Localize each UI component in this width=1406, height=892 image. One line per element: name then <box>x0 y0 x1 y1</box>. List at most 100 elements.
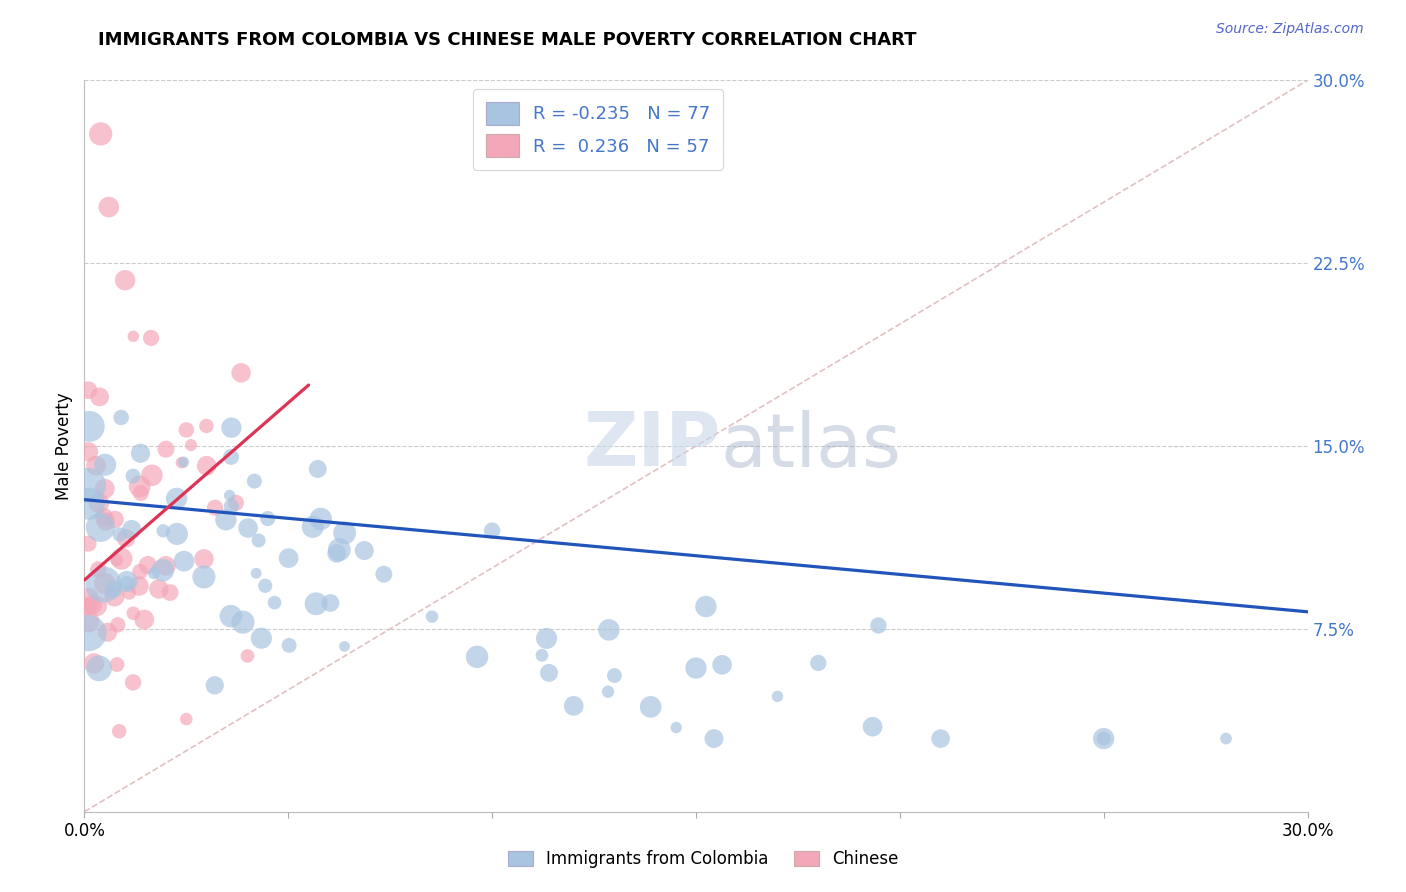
Point <box>107 618 129 632</box>
Point <box>93 482 115 496</box>
Point <box>1215 731 1237 746</box>
Y-axis label: Male Poverty: Male Poverty <box>55 392 73 500</box>
Point <box>142 566 165 581</box>
Point <box>103 582 125 597</box>
Point <box>250 631 273 645</box>
Text: ZIP: ZIP <box>583 409 720 483</box>
Point <box>277 551 299 566</box>
Point <box>128 579 150 593</box>
Point <box>94 576 117 591</box>
Point <box>232 615 254 630</box>
Point <box>155 558 177 573</box>
Point <box>105 657 128 672</box>
Point <box>90 127 112 141</box>
Point <box>166 491 188 506</box>
Point <box>77 599 100 614</box>
Point <box>325 546 347 560</box>
Point <box>1092 731 1115 746</box>
Point <box>598 623 620 637</box>
Point <box>110 551 132 566</box>
Point <box>77 478 100 492</box>
Point <box>685 661 707 675</box>
Point <box>807 656 830 670</box>
Point <box>562 698 585 713</box>
Legend: Immigrants from Colombia, Chinese: Immigrants from Colombia, Chinese <box>501 844 905 875</box>
Point <box>465 649 488 664</box>
Point <box>93 577 115 591</box>
Text: Source: ZipAtlas.com: Source: ZipAtlas.com <box>1216 22 1364 37</box>
Point <box>77 536 100 550</box>
Point <box>536 632 558 646</box>
Point <box>868 618 890 632</box>
Point <box>87 661 110 675</box>
Point <box>640 699 662 714</box>
Point <box>83 657 105 671</box>
Point <box>243 474 266 488</box>
Point <box>94 515 117 529</box>
Point <box>229 366 252 380</box>
Point <box>103 590 125 604</box>
Point <box>929 731 952 746</box>
Point <box>420 609 443 624</box>
Point <box>219 609 242 624</box>
Point <box>87 562 110 576</box>
Point <box>195 419 218 434</box>
Point <box>193 570 215 584</box>
Point <box>82 598 104 612</box>
Point <box>256 511 278 525</box>
Legend: R = -0.235   N = 77, R =  0.236   N = 57: R = -0.235 N = 77, R = 0.236 N = 57 <box>474 89 723 170</box>
Point <box>152 524 174 538</box>
Point <box>193 552 215 566</box>
Point <box>129 486 152 500</box>
Point <box>333 640 356 654</box>
Point <box>115 574 138 589</box>
Point <box>204 500 226 515</box>
Point <box>77 497 100 511</box>
Point <box>1092 731 1115 746</box>
Point <box>254 579 277 593</box>
Point <box>89 390 111 404</box>
Point <box>77 383 100 397</box>
Point <box>122 607 145 621</box>
Point <box>218 488 240 502</box>
Point <box>309 512 332 526</box>
Point <box>225 496 247 510</box>
Point <box>195 458 218 473</box>
Point <box>110 410 132 425</box>
Point <box>104 512 127 526</box>
Point <box>159 585 181 599</box>
Point <box>530 648 553 663</box>
Point <box>278 639 301 653</box>
Text: IMMIGRANTS FROM COLOMBIA VS CHINESE MALE POVERTY CORRELATION CHART: IMMIGRANTS FROM COLOMBIA VS CHINESE MALE… <box>98 31 917 49</box>
Point <box>94 458 117 472</box>
Point <box>180 438 202 452</box>
Point <box>77 599 100 614</box>
Point <box>152 563 174 577</box>
Point <box>373 567 395 582</box>
Point <box>139 331 162 345</box>
Point <box>695 599 717 614</box>
Point <box>221 420 243 434</box>
Point <box>128 479 150 493</box>
Point <box>129 446 152 460</box>
Point <box>89 520 111 534</box>
Point <box>247 533 270 548</box>
Point <box>148 582 170 596</box>
Point <box>174 423 197 437</box>
Point <box>173 554 195 568</box>
Point <box>219 450 242 464</box>
Point <box>134 613 156 627</box>
Point <box>173 455 195 469</box>
Point <box>155 442 177 457</box>
Point <box>766 690 789 704</box>
Point <box>353 543 375 558</box>
Point <box>121 523 143 537</box>
Point <box>236 521 259 535</box>
Point <box>221 500 243 514</box>
Point <box>538 665 561 680</box>
Point <box>115 576 138 591</box>
Text: atlas: atlas <box>720 409 901 483</box>
Point <box>204 678 226 692</box>
Point <box>108 527 131 541</box>
Point <box>97 625 120 640</box>
